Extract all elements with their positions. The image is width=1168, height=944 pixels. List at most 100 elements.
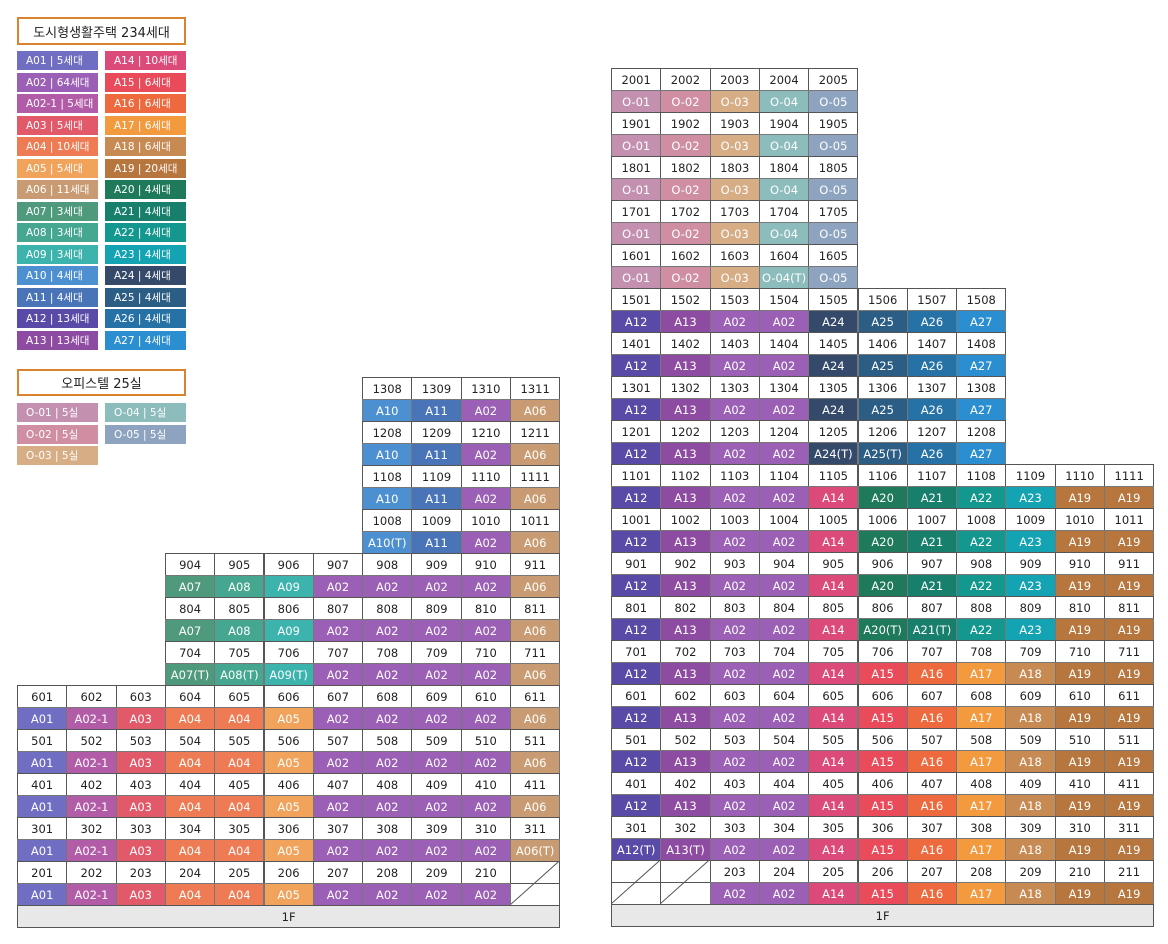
ground-floor-bar: 1F (17, 905, 561, 928)
unit-number-cell: 1203 (709, 420, 760, 443)
unit-type-cell: A24 (808, 354, 859, 377)
unit-type-cell: A02 (362, 619, 413, 642)
unit-number-cell: 1108 (956, 464, 1007, 487)
legend-item-a06: A06 | 11세대 (17, 180, 98, 199)
unit-number-cell: 603 (115, 685, 166, 708)
unit-type-cell: A02 (362, 751, 413, 774)
unit-number-cell: 1903 (709, 112, 760, 135)
unit-type-cell: A21(T) (906, 618, 958, 641)
unit-number-cell: 606 (857, 684, 908, 707)
unit-type-cell: A16 (906, 706, 958, 729)
unit-type-cell: A09 (263, 575, 314, 598)
unit-number-cell: 807 (312, 597, 364, 620)
unit-number-cell: 303 (115, 817, 166, 840)
unit-number-cell: 401 (17, 773, 68, 796)
unit-type-cell: A02 (758, 310, 810, 333)
unit-type-cell: A17 (956, 794, 1007, 817)
unit-number-cell: 1102 (660, 464, 711, 487)
unit-number-cell: 1701 (611, 200, 662, 223)
unit-number-cell: 1905 (808, 112, 859, 135)
unit-number-cell: 809 (1005, 596, 1056, 619)
unit-type-cell: A12 (611, 530, 662, 553)
legend-item-a01: A01 | 5세대 (17, 51, 98, 70)
unit-type-cell: A02 (758, 530, 810, 553)
unit-type-cell: A05 (263, 883, 314, 906)
unit-number-cell: 906 (263, 553, 314, 576)
legend-item-a14: A14 | 10세대 (105, 51, 186, 70)
unit-type-cell: A05 (263, 751, 314, 774)
unit-type-cell: A02 (411, 839, 462, 862)
unit-number-cell: 405 (214, 773, 265, 796)
unit-type-cell: A05 (263, 707, 314, 730)
unit-type-cell: A05 (263, 839, 314, 862)
unit-number-cell: 1004 (758, 508, 810, 531)
unit-number-cell: 811 (1104, 596, 1155, 619)
unit-type-cell: A13 (660, 486, 711, 509)
unit-type-cell: O-04 (758, 178, 810, 201)
unit-type-cell: A19 (1104, 882, 1155, 905)
unit-number-cell: 1504 (758, 288, 810, 311)
unit-number-cell: 602 (66, 685, 117, 708)
unit-number-cell: 706 (857, 640, 908, 663)
unit-number-cell: 1208 (362, 421, 413, 444)
unit-number-cell: 610 (460, 685, 511, 708)
unit-type-cell: A19 (1054, 706, 1105, 729)
unit-number-cell: 510 (1054, 728, 1105, 751)
unit-type-cell: O-05 (808, 266, 859, 289)
unit-type-cell: A12 (611, 574, 662, 597)
unit-number-cell: 1008 (362, 509, 413, 532)
unit-number-cell: 701 (611, 640, 662, 663)
unit-number-cell: 1003 (709, 508, 760, 531)
unit-number-cell: 1802 (660, 156, 711, 179)
unit-number-cell: 1206 (857, 420, 908, 443)
legend-item-a20: A20 | 4세대 (105, 180, 186, 199)
unit-type-cell: A22 (956, 530, 1007, 553)
unit-number-cell: 611 (510, 685, 561, 708)
unit-type-cell: A06 (510, 795, 561, 818)
unit-type-cell: O-01 (611, 222, 662, 245)
unit-number-cell: 904 (758, 552, 810, 575)
unit-type-cell: A02 (460, 883, 511, 906)
unit-type-cell: A19 (1054, 662, 1105, 685)
unit-number-cell: 505 (214, 729, 265, 752)
ground-floor-bar: 1F (611, 904, 1155, 927)
unit-type-cell: A23 (1005, 618, 1056, 641)
unit-number-cell: 1307 (906, 376, 958, 399)
unit-type-cell: A06 (510, 619, 561, 642)
unit-type-cell: A02 (758, 706, 810, 729)
unit-number-cell: 308 (956, 816, 1007, 839)
unit-number-cell: 411 (1104, 772, 1155, 795)
unit-number-cell: 809 (411, 597, 462, 620)
unit-number-cell: 609 (1005, 684, 1056, 707)
unit-type-cell: A14 (808, 838, 859, 861)
unit-type-cell: A17 (956, 838, 1007, 861)
unit-number-cell: 1508 (956, 288, 1007, 311)
unit-number-cell: 1304 (758, 376, 810, 399)
unit-number-cell: 1408 (956, 332, 1007, 355)
unit-number-cell: 711 (510, 641, 561, 664)
unit-type-cell: A19 (1054, 618, 1105, 641)
unit-number-cell: 311 (510, 817, 561, 840)
unit-number-cell: 408 (362, 773, 413, 796)
unit-type-cell: A26 (906, 398, 958, 421)
unit-type-cell: A12 (611, 706, 662, 729)
unit-type-cell: A15 (857, 750, 908, 773)
unit-number-cell: 906 (857, 552, 908, 575)
legend-item-a27: A27 | 4세대 (105, 330, 186, 350)
unit-number-cell: 1502 (660, 288, 711, 311)
unit-number-cell: 706 (263, 641, 314, 664)
unit-number-cell: 708 (362, 641, 413, 664)
legend-item-a22: A22 | 4세대 (105, 223, 186, 242)
unit-type-cell: A12 (611, 354, 662, 377)
unit-type-cell: A13 (660, 530, 711, 553)
unit-type-cell: A06(T) (510, 839, 561, 862)
unit-number-cell: 409 (411, 773, 462, 796)
unit-type-cell: A27 (956, 398, 1007, 421)
unit-number-cell: 601 (17, 685, 68, 708)
unit-type-cell: A19 (1054, 486, 1105, 509)
unit-number-cell: 501 (17, 729, 68, 752)
unit-type-cell: A25 (857, 354, 908, 377)
unit-number-cell: 1211 (510, 421, 561, 444)
unit-number-cell: 301 (611, 816, 662, 839)
unit-type-cell: A02 (709, 530, 760, 553)
